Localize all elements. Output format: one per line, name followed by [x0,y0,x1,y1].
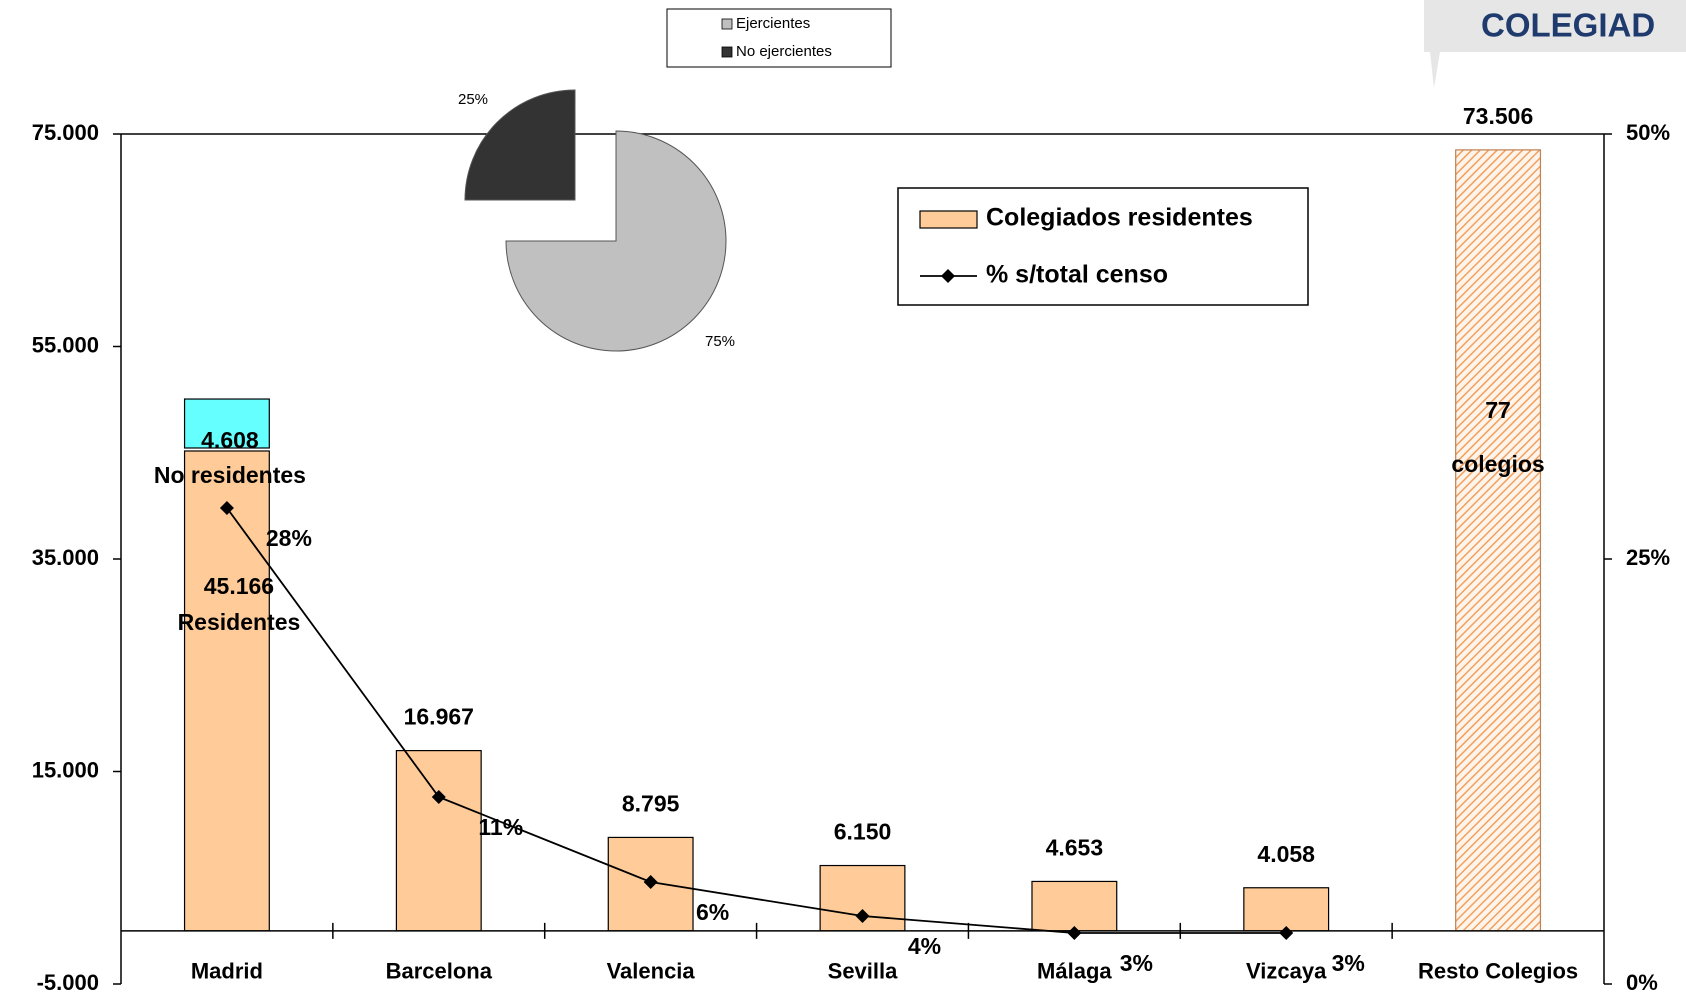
annotation: colegios [1451,451,1544,477]
x-tick-label: Málaga [1037,959,1112,984]
legend-marker [941,269,955,283]
x-tick-label: Resto Colegios [1418,959,1578,984]
value-label: 4.653 [1046,835,1104,861]
pie-slice [505,130,727,352]
line-value-label: 28% [266,525,312,551]
stacked-bar [183,398,270,449]
pie-legend-label: No ejercientes [736,43,832,60]
value-label: 45.166 [204,573,274,599]
line-value-label: 3% [1120,950,1153,976]
value-label: 73.506 [1463,103,1533,129]
y-tick-label: 55.000 [32,332,99,357]
header-tab [1424,0,1686,88]
line-value-label: 11% [478,814,523,840]
y2-tick-label: 25% [1626,545,1670,570]
stack-value-label: 4.608 [201,427,259,453]
line-marker [1279,926,1294,940]
line-marker [431,790,446,804]
pie-legend-label: Ejercientes [736,15,810,32]
y2-tick-label: 0% [1626,970,1658,995]
legend-swatch [919,210,978,229]
y-tick-label: 75.000 [32,120,99,145]
y-tick-label: -5.000 [37,970,99,995]
line [226,507,1287,934]
x-tick-label: Madrid [191,959,263,984]
line-marker [855,909,870,923]
x-tick-label: Sevilla [828,959,898,984]
base-label: Residentes [178,609,301,635]
value-label: 6.150 [834,819,892,845]
line-value-label: 6% [696,899,729,925]
pie-slice [464,89,576,201]
line-marker [643,875,658,889]
bar [1243,887,1330,932]
value-label: 8.795 [622,791,680,817]
legend-label: Colegiados residentes [986,204,1253,232]
bar [1031,880,1118,932]
line-marker [1067,926,1082,940]
x-tick-label: Barcelona [386,959,493,984]
y-tick-label: 15.000 [32,757,99,782]
annotation: 77 [1485,397,1511,423]
line-marker [219,501,234,515]
value-label: 16.967 [404,704,474,730]
pie-legend-box [666,8,892,68]
value-label: 4.058 [1257,841,1315,867]
legend-box [897,187,1309,306]
line-value-label: 4% [908,933,941,959]
legend-label: % s/total censo [986,261,1168,289]
pie-value-label: 25% [458,91,488,108]
y2-tick-label: 50% [1626,120,1670,145]
pie-value-label: 75% [705,333,735,350]
stack-label: No residentes [154,462,306,488]
pie-legend-swatch [721,46,733,58]
x-tick-label: Vizcaya [1246,959,1327,984]
pie-legend-swatch [721,18,733,30]
x-tick-label: Valencia [607,959,696,984]
line-value-label: 3% [1332,950,1365,976]
header-title: COLEGIAD [1481,7,1655,44]
bar [183,450,270,932]
bar [395,750,482,932]
y-tick-label: 35.000 [32,545,99,570]
bar [1455,149,1542,932]
